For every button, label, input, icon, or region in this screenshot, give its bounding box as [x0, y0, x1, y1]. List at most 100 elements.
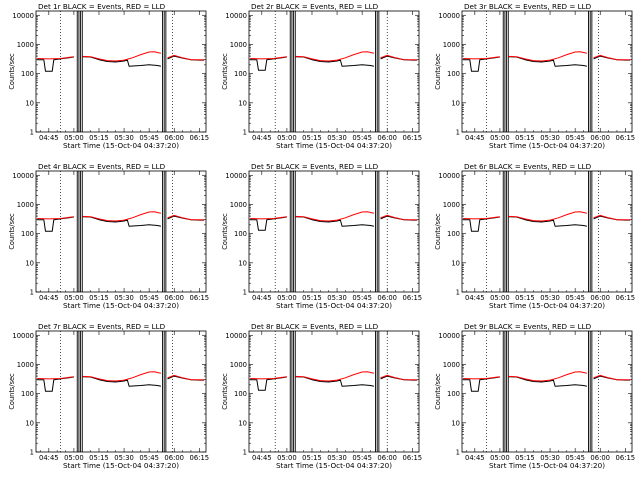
- x-axis-label: Start Time (15-Oct-04 04:37:20): [489, 301, 605, 310]
- y-tick-label: 1: [456, 449, 460, 457]
- x-tick-label: 05:30: [540, 134, 560, 142]
- x-tick-label: 04:45: [252, 134, 272, 142]
- events-series-line: [295, 56, 375, 67]
- plot-frame: [461, 330, 633, 453]
- x-tick-label: 06:00: [377, 454, 397, 462]
- plot-frame: [248, 10, 420, 133]
- x-tick-label: 05:30: [327, 454, 347, 462]
- y-tick-label: 10: [25, 99, 34, 107]
- x-tick-label: 04:45: [39, 454, 59, 462]
- lld-series-line: [380, 214, 418, 221]
- y-axis-label: Counts/sec: [434, 53, 442, 90]
- detector-panel: Det 6r BLACK = Events, RED = LLD 1 10 100 10…: [434, 162, 635, 310]
- lld-series-line: [250, 376, 287, 380]
- x-axis-label: Start Time (15-Oct-04 04:37:20): [489, 141, 605, 150]
- x-tick-label: 04:45: [252, 454, 272, 462]
- x-tick-label: 05:00: [64, 294, 84, 302]
- y-tick-label: 10: [238, 99, 247, 107]
- y-tick-label: 10: [451, 419, 460, 427]
- y-tick-label: 1000: [230, 361, 247, 369]
- plot-frame: [35, 170, 207, 293]
- lld-series-line: [250, 216, 287, 220]
- x-tick-label: 05:00: [490, 294, 510, 302]
- x-axis-label: Start Time (15-Oct-04 04:37:20): [276, 141, 392, 150]
- x-tick-label: 05:15: [89, 454, 109, 462]
- lld-series-line: [37, 56, 74, 60]
- y-tick-label: 10000: [438, 172, 460, 180]
- x-tick-label: 05:00: [64, 134, 84, 142]
- x-tick-label: 05:45: [565, 294, 585, 302]
- lld-series-line: [37, 376, 74, 380]
- x-tick-label: 05:30: [327, 134, 347, 142]
- x-tick-label: 05:15: [89, 294, 109, 302]
- y-tick-label: 10000: [225, 332, 247, 340]
- lld-series-line: [295, 211, 375, 222]
- lld-series-line: [167, 214, 205, 221]
- lld-series-line: [593, 374, 631, 381]
- y-tick-label: 100: [234, 230, 247, 238]
- x-axis-label: Start Time (15-Oct-04 04:37:20): [276, 461, 392, 470]
- x-tick-label: 05:00: [277, 294, 297, 302]
- events-series-line: [295, 376, 375, 387]
- plot-frame: [461, 170, 633, 293]
- y-axis-label: Counts/sec: [8, 213, 16, 250]
- y-tick-label: 100: [21, 390, 34, 398]
- lld-series-line: [37, 216, 74, 220]
- x-tick-label: 06:15: [616, 294, 636, 302]
- y-tick-label: 1: [30, 289, 34, 297]
- panel-title: Det 3r BLACK = Events, RED = LLD: [464, 2, 592, 11]
- x-tick-label: 06:15: [616, 454, 636, 462]
- x-tick-label: 05:15: [515, 294, 535, 302]
- y-tick-label: 10: [451, 99, 460, 107]
- x-tick-label: 06:15: [403, 454, 423, 462]
- panel-title: Det 1r BLACK = Events, RED = LLD: [38, 2, 166, 11]
- x-tick-label: 05:00: [490, 454, 510, 462]
- detector-panel: Det 1r BLACK = Events, RED = LLD 1 10 100 10…: [8, 2, 209, 150]
- events-series-line: [508, 376, 588, 387]
- x-tick-label: 04:45: [465, 294, 485, 302]
- detector-panel: Det 7r BLACK = Events, RED = LLD 1 10 100 10…: [8, 322, 209, 470]
- y-tick-label: 10000: [225, 12, 247, 20]
- x-tick-label: 04:45: [465, 134, 485, 142]
- y-axis-label: Counts/sec: [221, 213, 229, 250]
- x-tick-label: 05:30: [540, 294, 560, 302]
- x-tick-label: 05:45: [565, 454, 585, 462]
- panel-title: Det 2r BLACK = Events, RED = LLD: [251, 2, 379, 11]
- detector-panel: Det 3r BLACK = Events, RED = LLD 1 10 100 10…: [434, 2, 635, 150]
- x-tick-label: 06:15: [190, 134, 210, 142]
- y-tick-label: 10000: [12, 12, 34, 20]
- y-tick-label: 10: [238, 259, 247, 267]
- y-tick-label: 1000: [443, 41, 460, 49]
- lld-series-line: [380, 374, 418, 381]
- y-tick-label: 1000: [230, 41, 247, 49]
- y-tick-label: 1000: [443, 361, 460, 369]
- x-axis-label: Start Time (15-Oct-04 04:37:20): [63, 141, 179, 150]
- y-tick-label: 1: [243, 449, 247, 457]
- x-tick-label: 05:00: [277, 454, 297, 462]
- y-axis-label: Counts/sec: [221, 373, 229, 410]
- y-tick-label: 1: [456, 129, 460, 137]
- x-tick-label: 06:00: [590, 294, 610, 302]
- x-tick-label: 04:45: [252, 294, 272, 302]
- lld-series-line: [82, 51, 162, 62]
- y-tick-label: 1: [30, 129, 34, 137]
- y-tick-label: 100: [447, 230, 460, 238]
- y-tick-label: 10: [25, 259, 34, 267]
- y-tick-label: 1000: [17, 201, 34, 209]
- y-tick-label: 10000: [438, 332, 460, 340]
- x-tick-label: 05:15: [302, 294, 322, 302]
- x-tick-label: 06:15: [403, 294, 423, 302]
- lld-series-line: [380, 54, 418, 61]
- y-tick-label: 100: [21, 70, 34, 78]
- plot-frame: [461, 10, 633, 133]
- x-tick-label: 05:15: [302, 134, 322, 142]
- y-axis-label: Counts/sec: [8, 373, 16, 410]
- x-tick-label: 04:45: [465, 454, 485, 462]
- x-tick-label: 06:00: [377, 294, 397, 302]
- y-tick-label: 1: [30, 449, 34, 457]
- y-tick-label: 10: [451, 259, 460, 267]
- x-tick-label: 06:15: [403, 134, 423, 142]
- y-tick-label: 1: [243, 129, 247, 137]
